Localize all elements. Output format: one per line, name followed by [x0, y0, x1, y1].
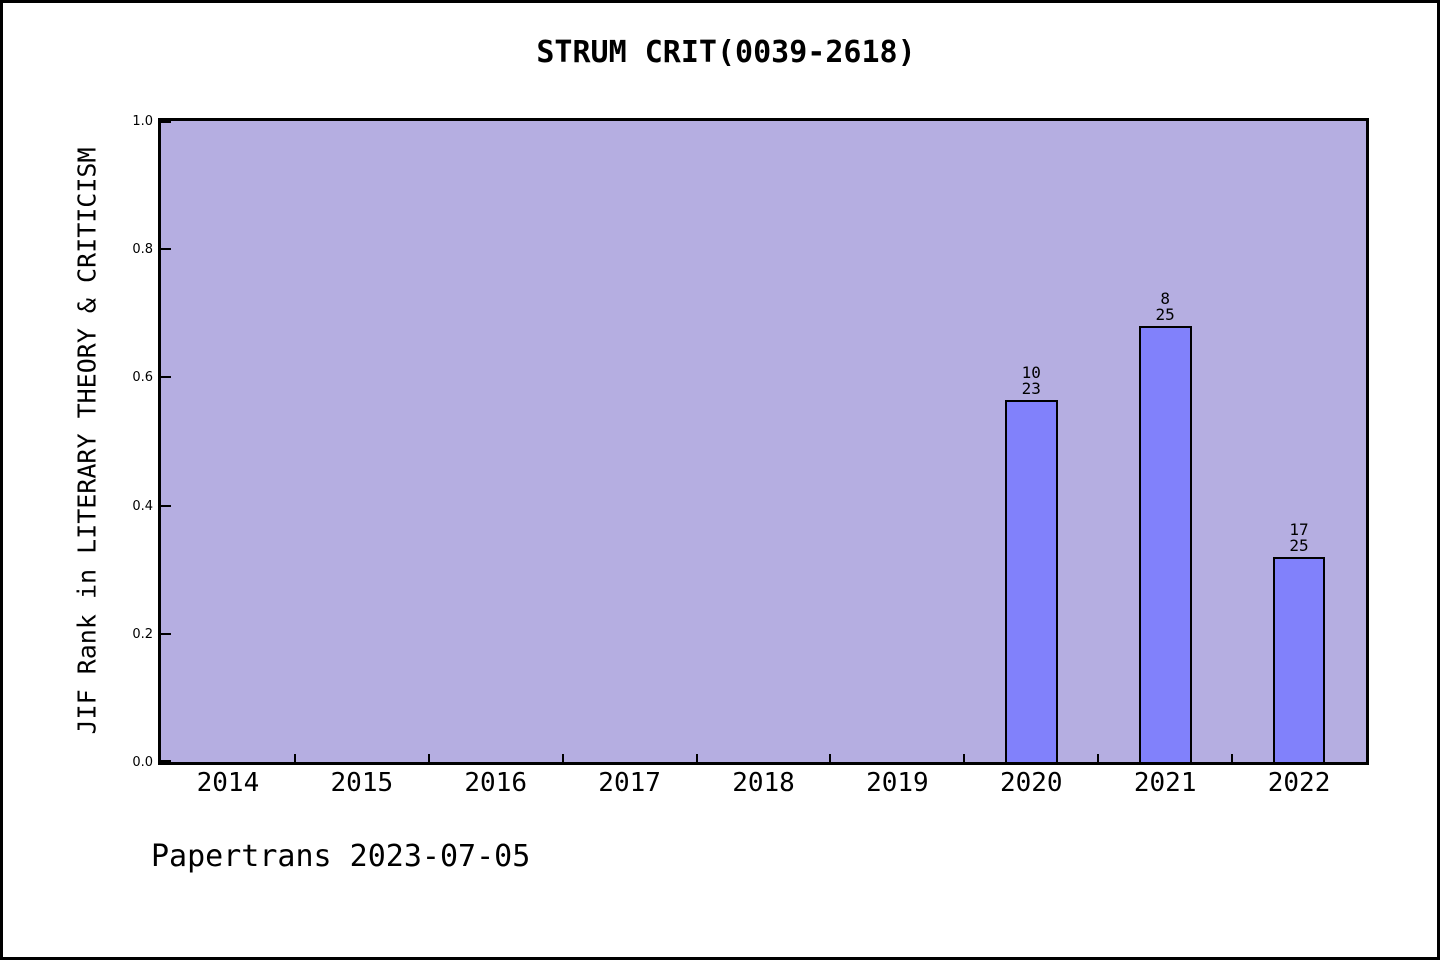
bar-2022 — [1272, 556, 1326, 762]
footer-watermark: Papertrans 2023-07-05 — [151, 839, 531, 874]
y-axis-tick-label: 0.8 — [132, 242, 153, 258]
chart-title: STRUM CRIT(0039-2618) — [536, 35, 916, 70]
x-axis-tick — [695, 754, 698, 762]
x-axis-tick-label-2014: 2014 — [196, 768, 260, 798]
y-axis-tick-labels: 0.0 0.2 0.4 0.6 0.8 1.0 — [91, 114, 153, 769]
y-axis-tick-label: 0.4 — [132, 498, 153, 514]
x-axis-tick — [293, 754, 296, 762]
y-axis-tick-label: 1.0 — [132, 114, 153, 129]
y-axis-tick — [161, 504, 171, 507]
x-axis-tick — [1097, 754, 1100, 762]
y-axis-tick — [161, 248, 171, 251]
y-axis-tick-label: 0.0 — [132, 755, 153, 770]
x-axis-tick-label-2015: 2015 — [330, 768, 394, 798]
x-axis-tick — [963, 754, 966, 762]
x-axis-tick-labels: 2014 2015 2016 2017 2018 2019 2020 2021 2022 — [161, 769, 1366, 797]
x-axis-tick-label-2016: 2016 — [464, 768, 528, 798]
y-axis-tick-label: 0.6 — [132, 370, 153, 386]
x-axis-tick-label-2022: 2022 — [1267, 768, 1331, 798]
x-axis-tick — [427, 754, 430, 762]
bar-value-label-2021: 8 25 — [1155, 289, 1175, 325]
plot-area: 10 23 8 25 17 25 — [158, 118, 1369, 765]
y-axis-tick — [161, 632, 171, 635]
x-axis-tick — [1231, 754, 1234, 762]
y-axis-tick — [161, 376, 171, 379]
bar-2020 — [1004, 399, 1058, 762]
bar-value-label-2022: 17 25 — [1289, 519, 1309, 555]
x-axis-tick-label-2021: 2021 — [1133, 768, 1197, 798]
y-axis-tick-label: 0.2 — [132, 626, 153, 642]
x-axis-tick-label-2017: 2017 — [598, 768, 661, 798]
bar-2021 — [1138, 326, 1192, 762]
y-axis-tick — [161, 760, 171, 762]
x-axis-tick-label-2019: 2019 — [866, 768, 929, 798]
x-axis-tick-label-2018: 2018 — [732, 768, 795, 798]
x-axis-tick-label-2020: 2020 — [999, 768, 1063, 798]
x-axis-tick — [561, 754, 564, 762]
y-axis-tick — [161, 121, 171, 123]
x-axis-tick — [829, 754, 832, 762]
bar-value-label-2020: 10 23 — [1021, 362, 1041, 398]
